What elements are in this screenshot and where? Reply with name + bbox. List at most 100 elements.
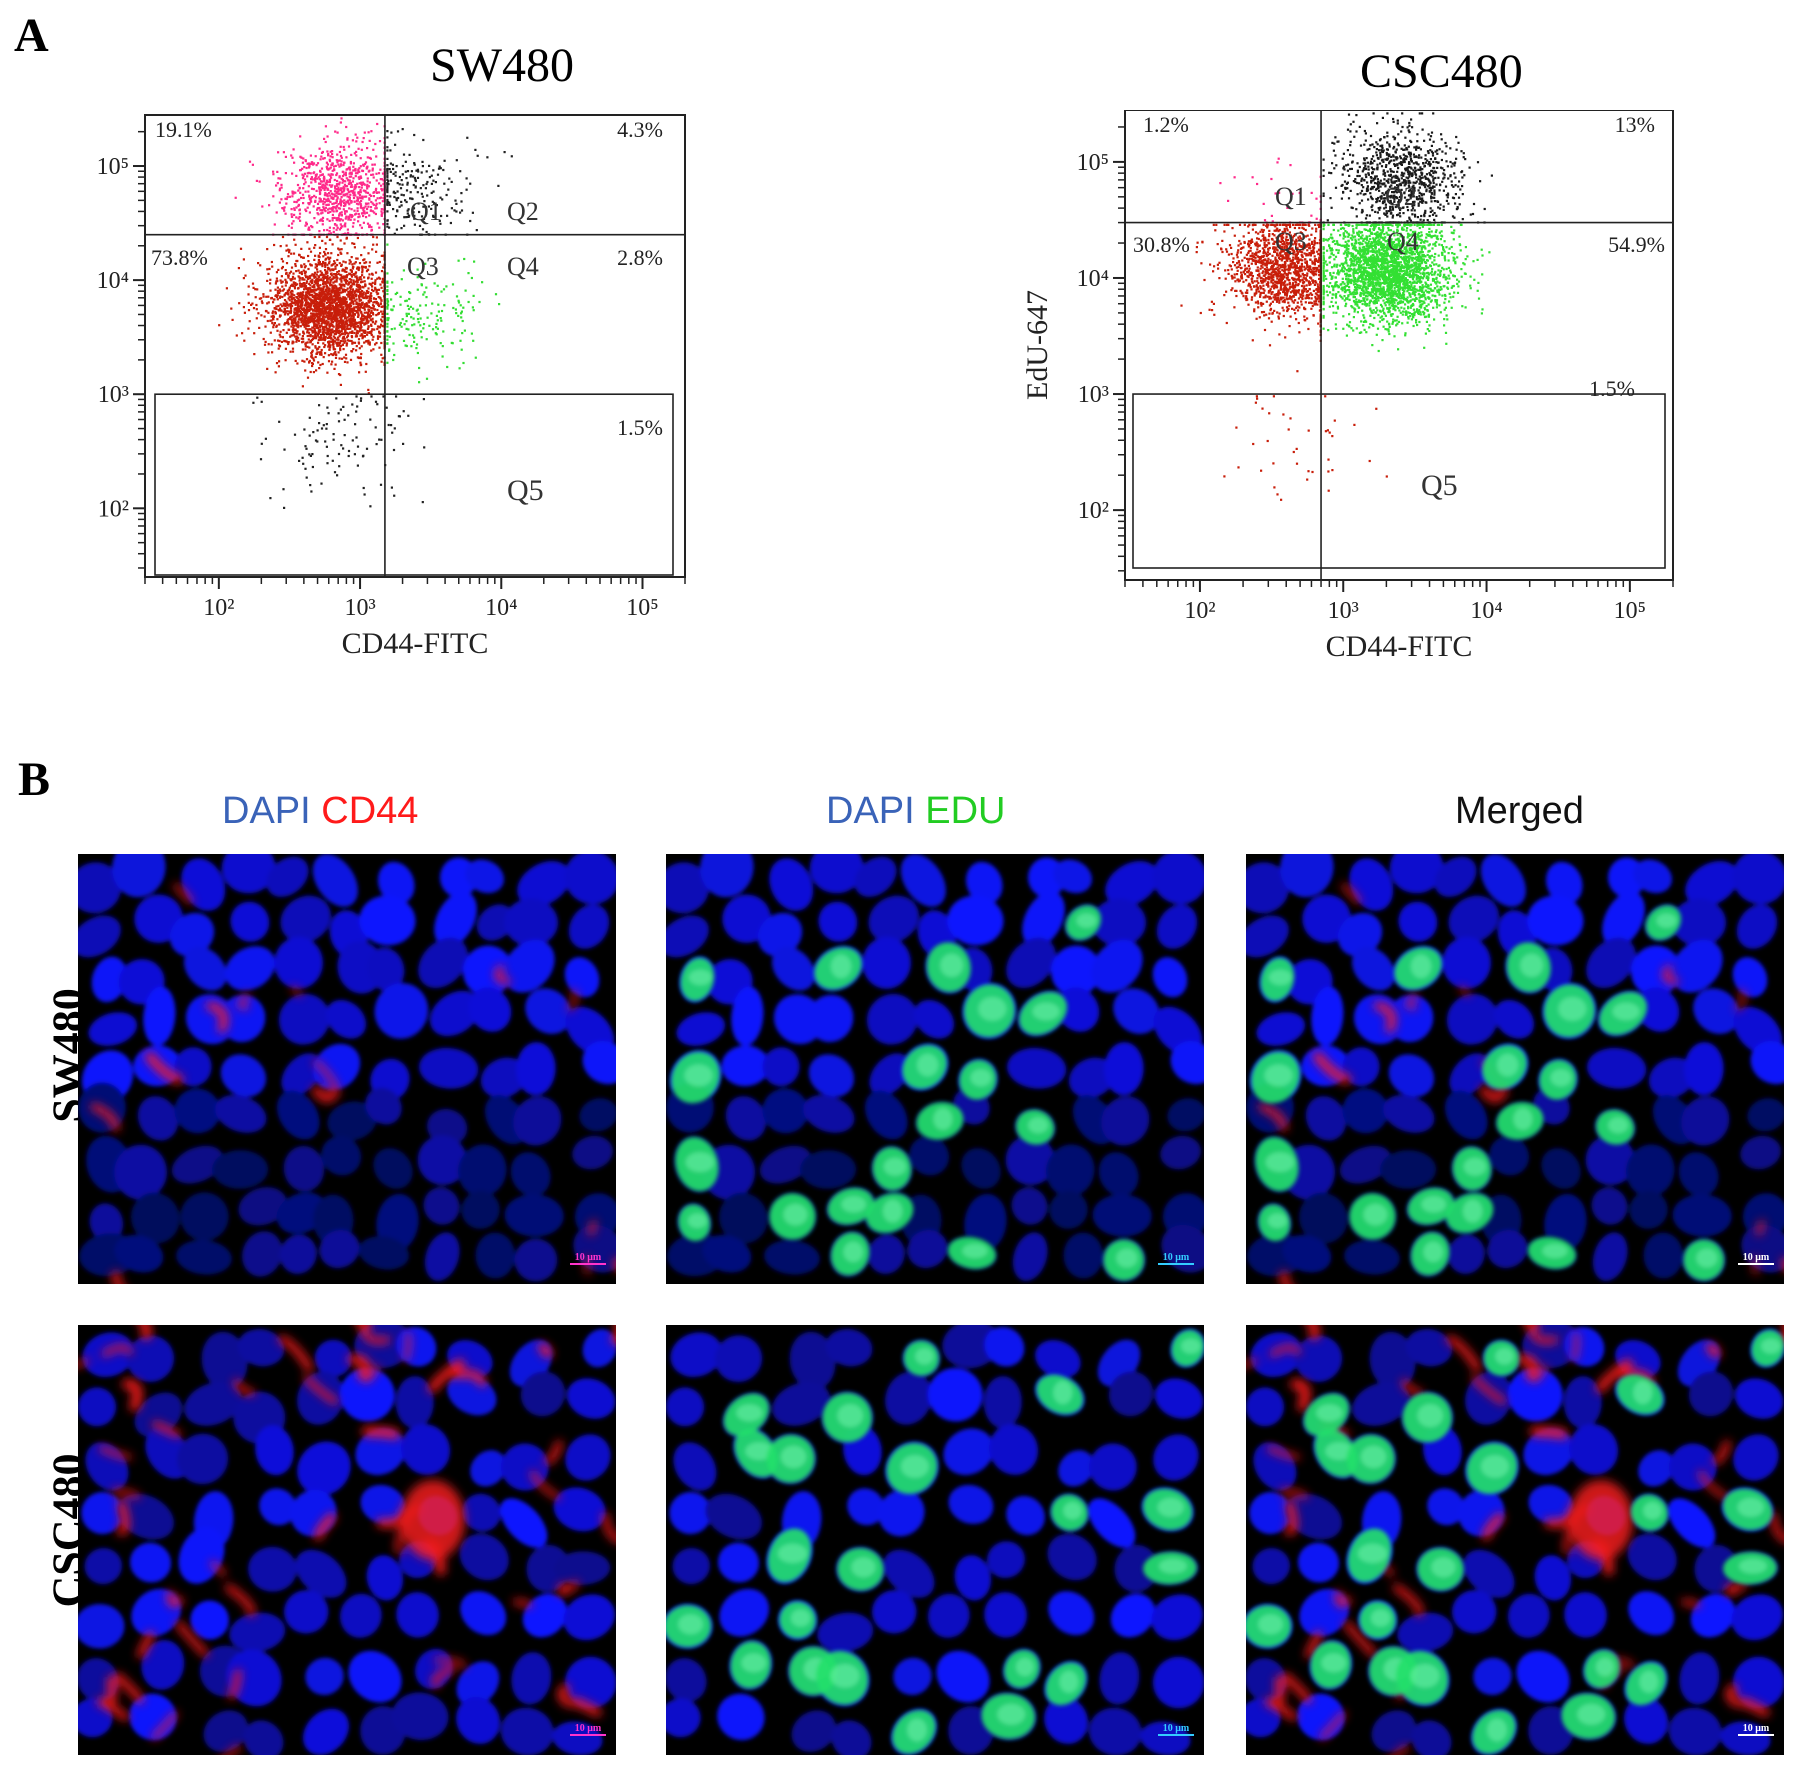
event-point	[315, 335, 318, 339]
event-point	[1363, 179, 1366, 182]
event-point	[273, 223, 276, 226]
event-point	[311, 362, 314, 365]
event-point	[315, 279, 318, 282]
event-point	[336, 344, 339, 347]
event-point	[395, 165, 398, 168]
event-point	[439, 196, 442, 199]
event-point	[1369, 144, 1372, 147]
event-point	[324, 125, 327, 128]
event-point	[1233, 176, 1236, 179]
event-point	[366, 321, 370, 324]
event-point	[341, 288, 344, 291]
event-point	[404, 199, 407, 202]
event-point	[291, 277, 294, 281]
event-point	[367, 291, 370, 294]
event-point	[369, 505, 372, 508]
event-point	[358, 182, 361, 185]
event-point	[1397, 185, 1400, 188]
event-point	[311, 364, 314, 368]
event-point	[1447, 177, 1450, 180]
event-point	[458, 367, 461, 370]
event-point	[368, 301, 371, 304]
event-point	[333, 193, 336, 196]
event-point	[338, 218, 341, 221]
event-point	[343, 434, 346, 437]
event-point	[1461, 185, 1464, 188]
event-point	[386, 149, 389, 152]
event-point	[380, 208, 383, 211]
event-point	[401, 164, 404, 168]
event-point	[342, 319, 345, 322]
event-point	[266, 248, 269, 251]
event-point	[1418, 112, 1421, 115]
event-point	[1428, 164, 1431, 167]
event-point	[355, 283, 359, 286]
event-point	[362, 259, 365, 262]
event-point	[427, 205, 430, 208]
event-point	[271, 322, 274, 325]
event-point	[318, 246, 321, 249]
event-point	[368, 331, 371, 334]
event-point	[283, 339, 286, 342]
event-point	[322, 424, 325, 427]
event-point	[422, 327, 425, 330]
event-point	[388, 203, 391, 206]
event-point	[1417, 163, 1420, 166]
event-point	[342, 336, 345, 339]
event-point	[354, 322, 357, 325]
event-point	[459, 304, 462, 307]
event-point	[306, 328, 309, 331]
event-point	[348, 308, 351, 312]
event-point	[366, 268, 369, 271]
event-point	[278, 189, 281, 192]
event-point	[1346, 128, 1350, 131]
event-point	[414, 178, 417, 181]
event-point	[337, 326, 340, 329]
event-point	[1451, 215, 1455, 218]
event-point	[1383, 178, 1386, 181]
event-point	[324, 344, 327, 347]
event-point	[251, 163, 254, 166]
event-point	[386, 330, 389, 333]
event-point	[356, 332, 359, 335]
event-point	[355, 202, 359, 205]
event-point	[376, 327, 379, 331]
event-point	[239, 247, 243, 250]
event-point	[332, 335, 335, 338]
event-point	[356, 445, 360, 448]
event-point	[355, 185, 358, 188]
event-point	[1310, 191, 1313, 194]
event-point	[351, 311, 355, 314]
event-point	[510, 155, 513, 158]
event-point	[1421, 128, 1424, 131]
event-point	[353, 209, 356, 212]
event-point	[354, 167, 357, 171]
event-point	[1397, 188, 1400, 191]
event-point	[1379, 153, 1382, 157]
event-point	[1354, 178, 1357, 181]
event-point	[288, 311, 291, 314]
event-point	[358, 276, 361, 279]
event-point	[1384, 158, 1387, 161]
event-point	[1440, 138, 1443, 141]
event-point	[1457, 196, 1461, 199]
event-point	[362, 292, 365, 295]
event-point	[304, 224, 307, 227]
event-point	[335, 397, 338, 400]
event-point	[386, 292, 389, 296]
event-point	[314, 293, 318, 296]
event-point	[330, 319, 333, 322]
event-point	[1416, 216, 1419, 219]
event-point	[340, 264, 343, 267]
event-point	[412, 317, 415, 320]
event-point	[379, 178, 382, 181]
event-point	[386, 198, 389, 202]
event-point	[339, 297, 342, 301]
event-point	[323, 157, 326, 160]
event-point	[1345, 182, 1348, 185]
event-point	[276, 329, 279, 332]
event-point	[337, 192, 340, 196]
event-point	[321, 332, 325, 335]
event-point	[327, 168, 330, 171]
